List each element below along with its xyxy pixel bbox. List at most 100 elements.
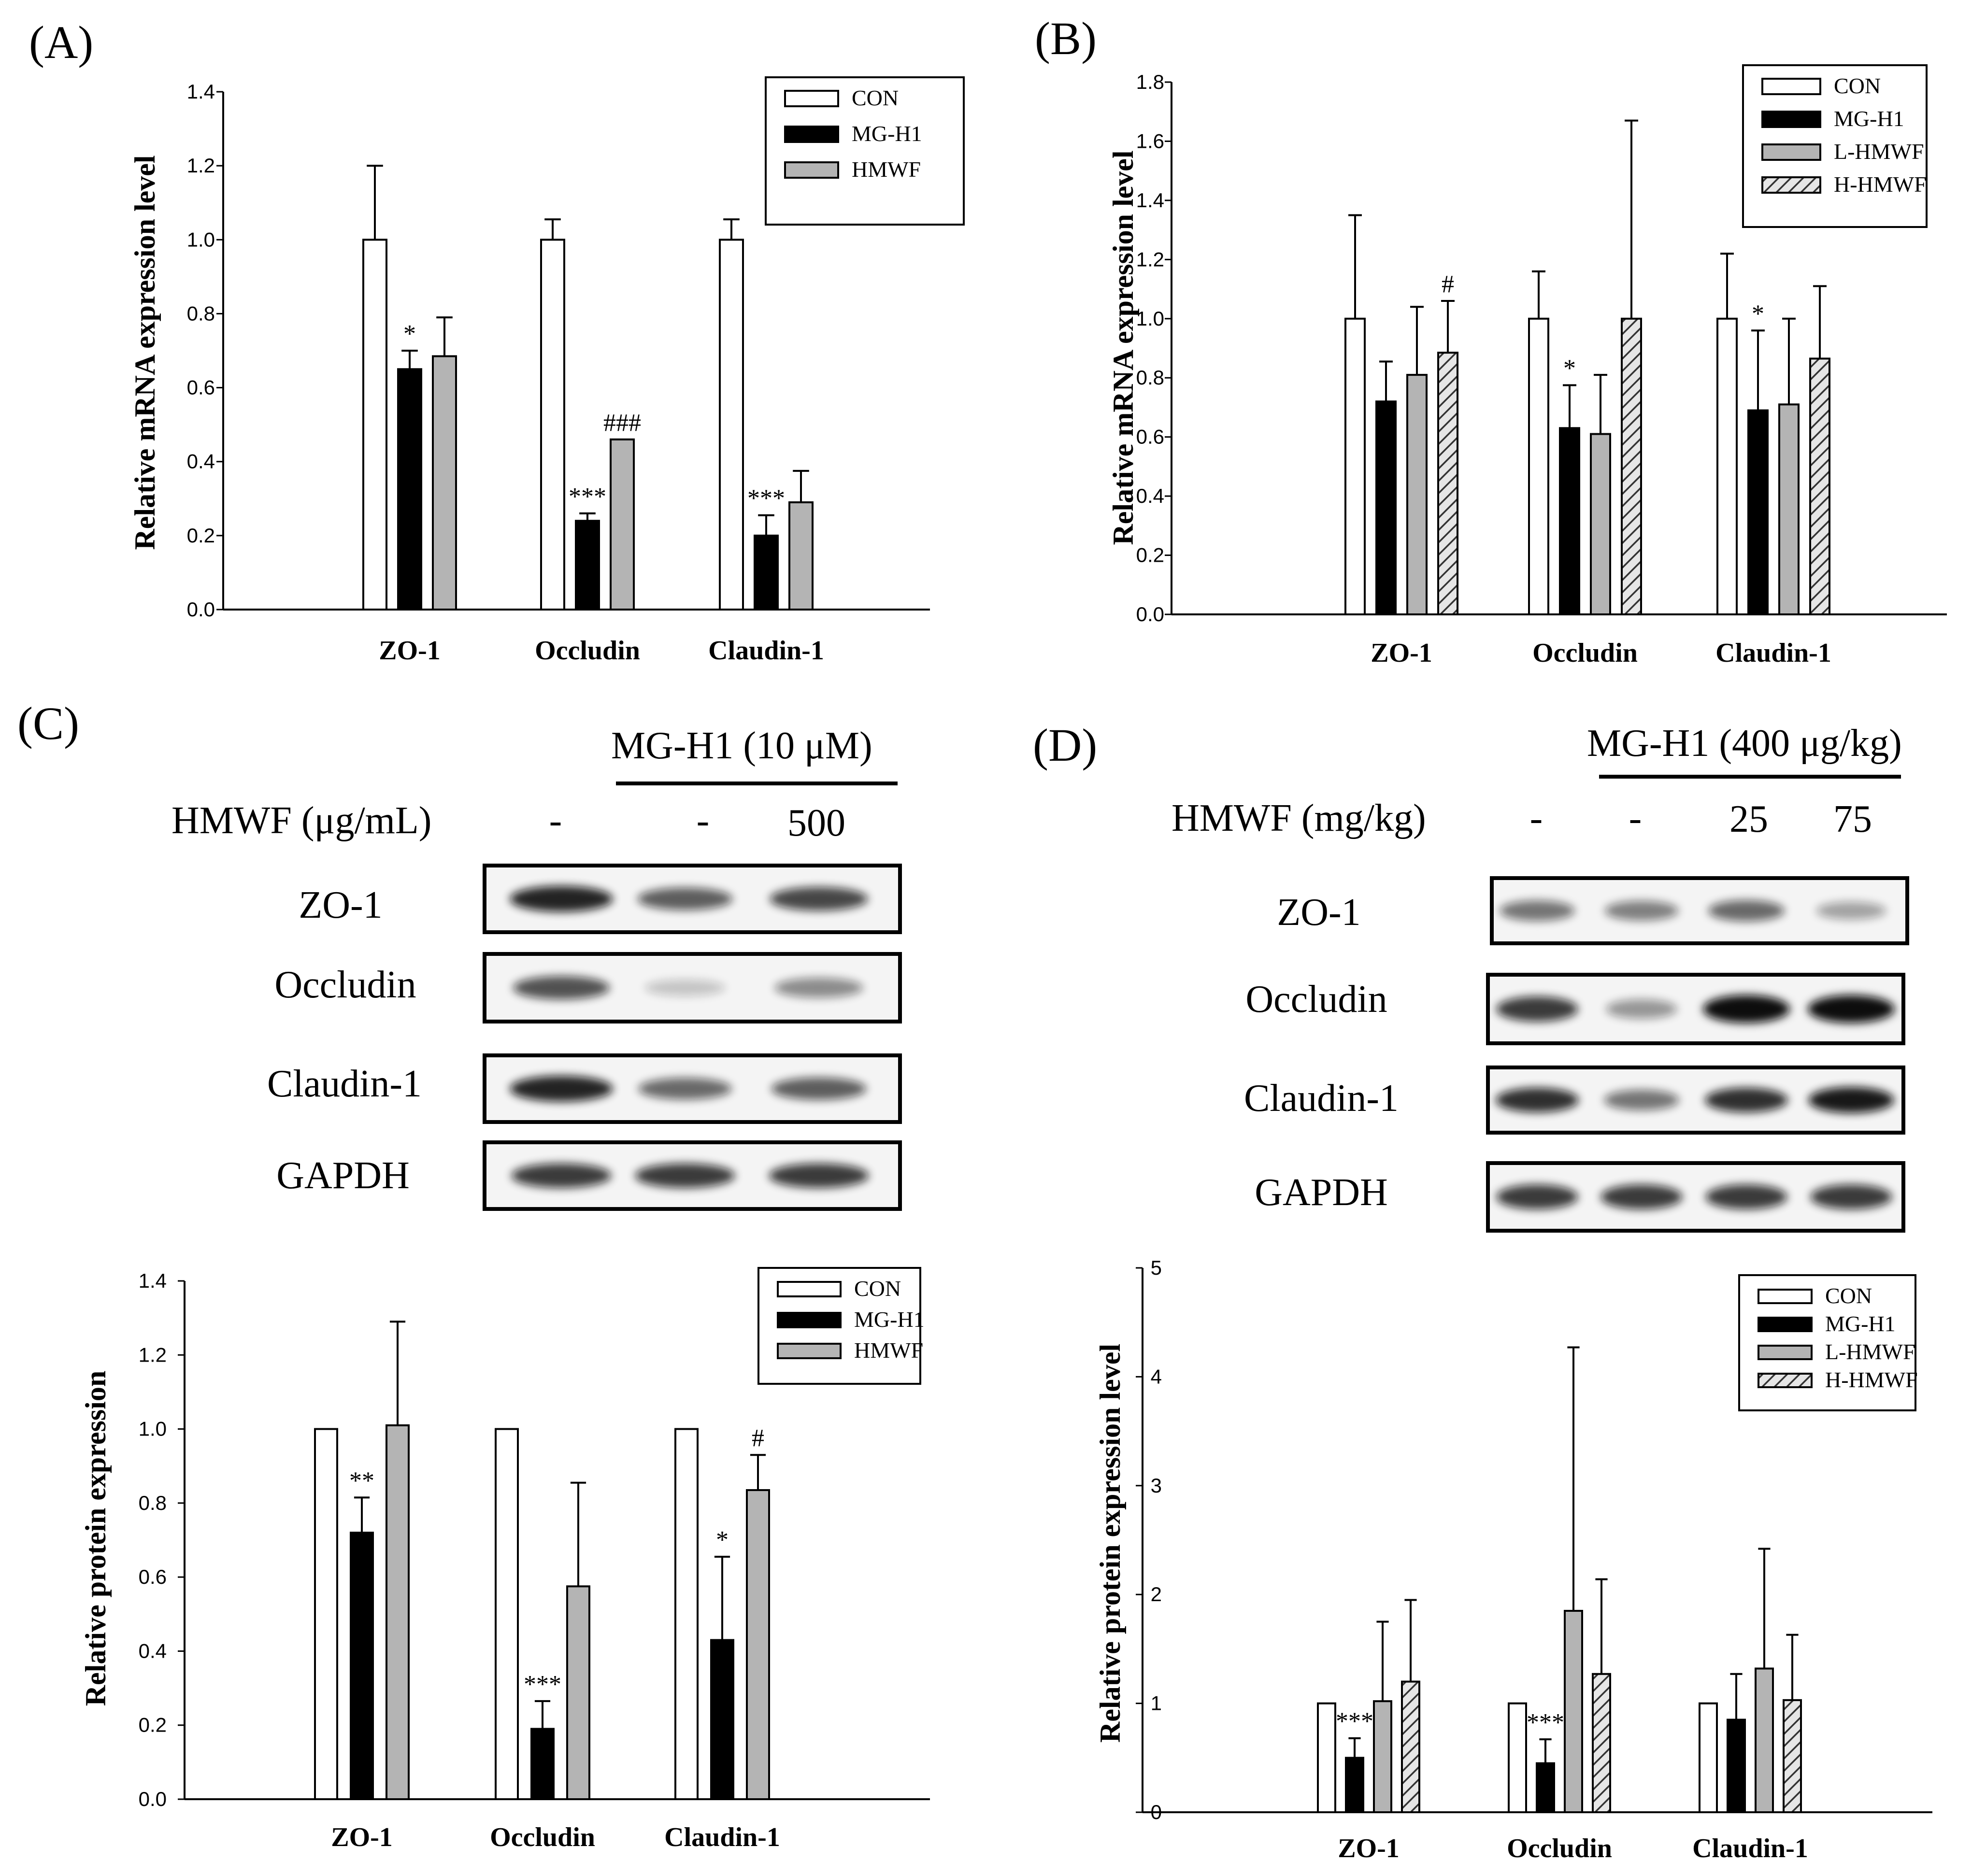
bar-occludin-mg-h1 [1559,427,1580,615]
x-category-label: Claudin-1 [664,1822,780,1852]
blot-band [1500,900,1575,921]
significance-label: ** [349,1467,374,1494]
bar-occludin-h-hmwf [1592,1673,1611,1813]
bar-occludin-mg-h1 [575,520,600,611]
blot-d-dose-label: HMWF (mg/kg) [1172,797,1426,839]
significance-label: *** [1336,1708,1373,1735]
bar-zo-1-mg-h1 [1345,1757,1364,1814]
legend-label: MG-H1 [1834,106,1904,131]
blot-band [637,887,733,910]
y-tick-label: 1.0 [187,228,215,251]
bar-occludin-mg-h1 [1536,1762,1555,1814]
legend-swatch [777,1281,842,1297]
y-tick-label: 1 [1151,1692,1162,1715]
bar-occludin-l-hmwf [1564,1610,1583,1813]
bar-claudin-1-h-hmwf [1783,1699,1802,1813]
x-category-label: ZO-1 [1371,638,1432,668]
bar-claudin-1-con [1699,1702,1718,1814]
bar-zo-1-h-hmwf [1401,1680,1420,1814]
legend-swatch [1758,1317,1813,1332]
bar-claudin-1-con [719,239,744,611]
significance-label: * [1752,300,1764,327]
blot-band [513,976,610,1000]
blot-d-dose-4: 75 [1833,798,1872,840]
x-category-label: ZO-1 [331,1822,393,1852]
bar-zo-1-mg-h1 [1375,400,1397,615]
y-tick-label: 0.0 [139,1788,167,1810]
x-category-label: Claudin-1 [1692,1833,1808,1863]
y-tick-label: 0.2 [139,1714,167,1736]
bar-occludin-con [540,239,565,611]
legend-label: CON [854,1276,901,1301]
y-tick-label: 4 [1151,1365,1162,1388]
bar-zo-1-l-hmwf [1406,374,1428,615]
y-tick-label: 2 [1151,1583,1162,1606]
legend-label: MG-H1 [852,121,922,146]
x-category-label: ZO-1 [379,636,441,666]
y-tick-label: 1.6 [1136,129,1164,152]
x-category-label: Occludin [1532,638,1638,668]
legend-label: MG-H1 [1825,1311,1896,1336]
legend-swatch [777,1343,842,1359]
legend-label: HMWF [854,1338,923,1363]
blot-band [769,1163,869,1188]
blot-band [1708,900,1785,922]
blot-band [1810,1184,1892,1209]
blot-band [644,979,726,996]
x-category-label: Claudin-1 [1715,638,1831,668]
blot-band [1496,996,1578,1022]
y-tick-label: 0.4 [139,1639,167,1662]
blot-c-dose-label: HMWF (μg/mL) [171,799,431,842]
bar-claudin-1-mg-h1 [1727,1719,1746,1813]
bar-claudin-1-h-hmwf [1809,357,1830,615]
bar-zo-1-mg-h1 [397,368,422,611]
blot-band [1808,1087,1894,1113]
legend-label: H-HMWF [1825,1367,1918,1392]
legend-swatch [1761,176,1821,194]
blot-band [1606,999,1677,1019]
bar-claudin-1-con [1716,317,1738,615]
bar-occludin-con [1508,1702,1527,1814]
y-tick-label: 0.2 [1136,544,1164,567]
bar-occludin-h-hmwf [1621,317,1642,615]
blot-band [1600,1184,1683,1209]
bar-claudin-1-hmwf [788,501,814,611]
blot-band [635,1163,735,1188]
significance-label: # [752,1424,764,1452]
bar-occludin-con [495,1428,519,1801]
bar-zo-1-mg-h1 [350,1532,374,1800]
x-category-label: Claudin-1 [708,636,824,666]
blot-band [510,1076,613,1102]
legend-label: HMWF [852,157,921,182]
y-tick-label: 1.0 [1136,307,1164,330]
significance-label: # [1442,270,1454,298]
bar-claudin-1-l-hmwf [1778,403,1800,615]
blot-d-treatment: MG-H1 (400 μg/kg) [1587,722,1902,765]
blot-d-dose-2: - [1629,797,1642,839]
bar-occludin-hmwf [610,438,635,611]
blot-c-dose-2: - [697,799,710,842]
blot-band [774,978,863,998]
legend-label: MG-H1 [854,1307,925,1332]
y-tick-label: 1.2 [139,1343,167,1366]
bar-zo-1-h-hmwf [1437,352,1458,615]
western-blot-c: MG-H1 (10 μM) HMWF (μg/mL) - - 500 ZO-1 … [171,725,902,1211]
blot-d-row-label-gapdh: GAPDH [1255,1171,1388,1214]
y-tick-label: 1.0 [139,1418,167,1440]
legend-swatch [1758,1373,1813,1388]
chart-d: 0 1 2 3 4 5 Relative protein expression level *… [1094,1256,1932,1863]
blot-band [1705,1088,1788,1112]
blot-d-row-label-occludin: Occludin [1245,978,1387,1021]
panel-label-d: (D) [1033,719,1097,771]
blot-c-row-label-gapdh: GAPDH [276,1154,410,1197]
bar-claudin-1-con [674,1428,699,1801]
y-tick-label: 1.8 [1136,71,1164,93]
legend-swatch [1758,1289,1813,1304]
legend-swatch [784,161,839,179]
y-tick-label: 1.4 [139,1269,167,1292]
legend-swatch [784,126,839,143]
panel-label-b: (B) [1035,13,1097,64]
bar-occludin-mg-h1 [530,1728,555,1801]
blot-c-treatment: MG-H1 (10 μM) [611,725,872,767]
